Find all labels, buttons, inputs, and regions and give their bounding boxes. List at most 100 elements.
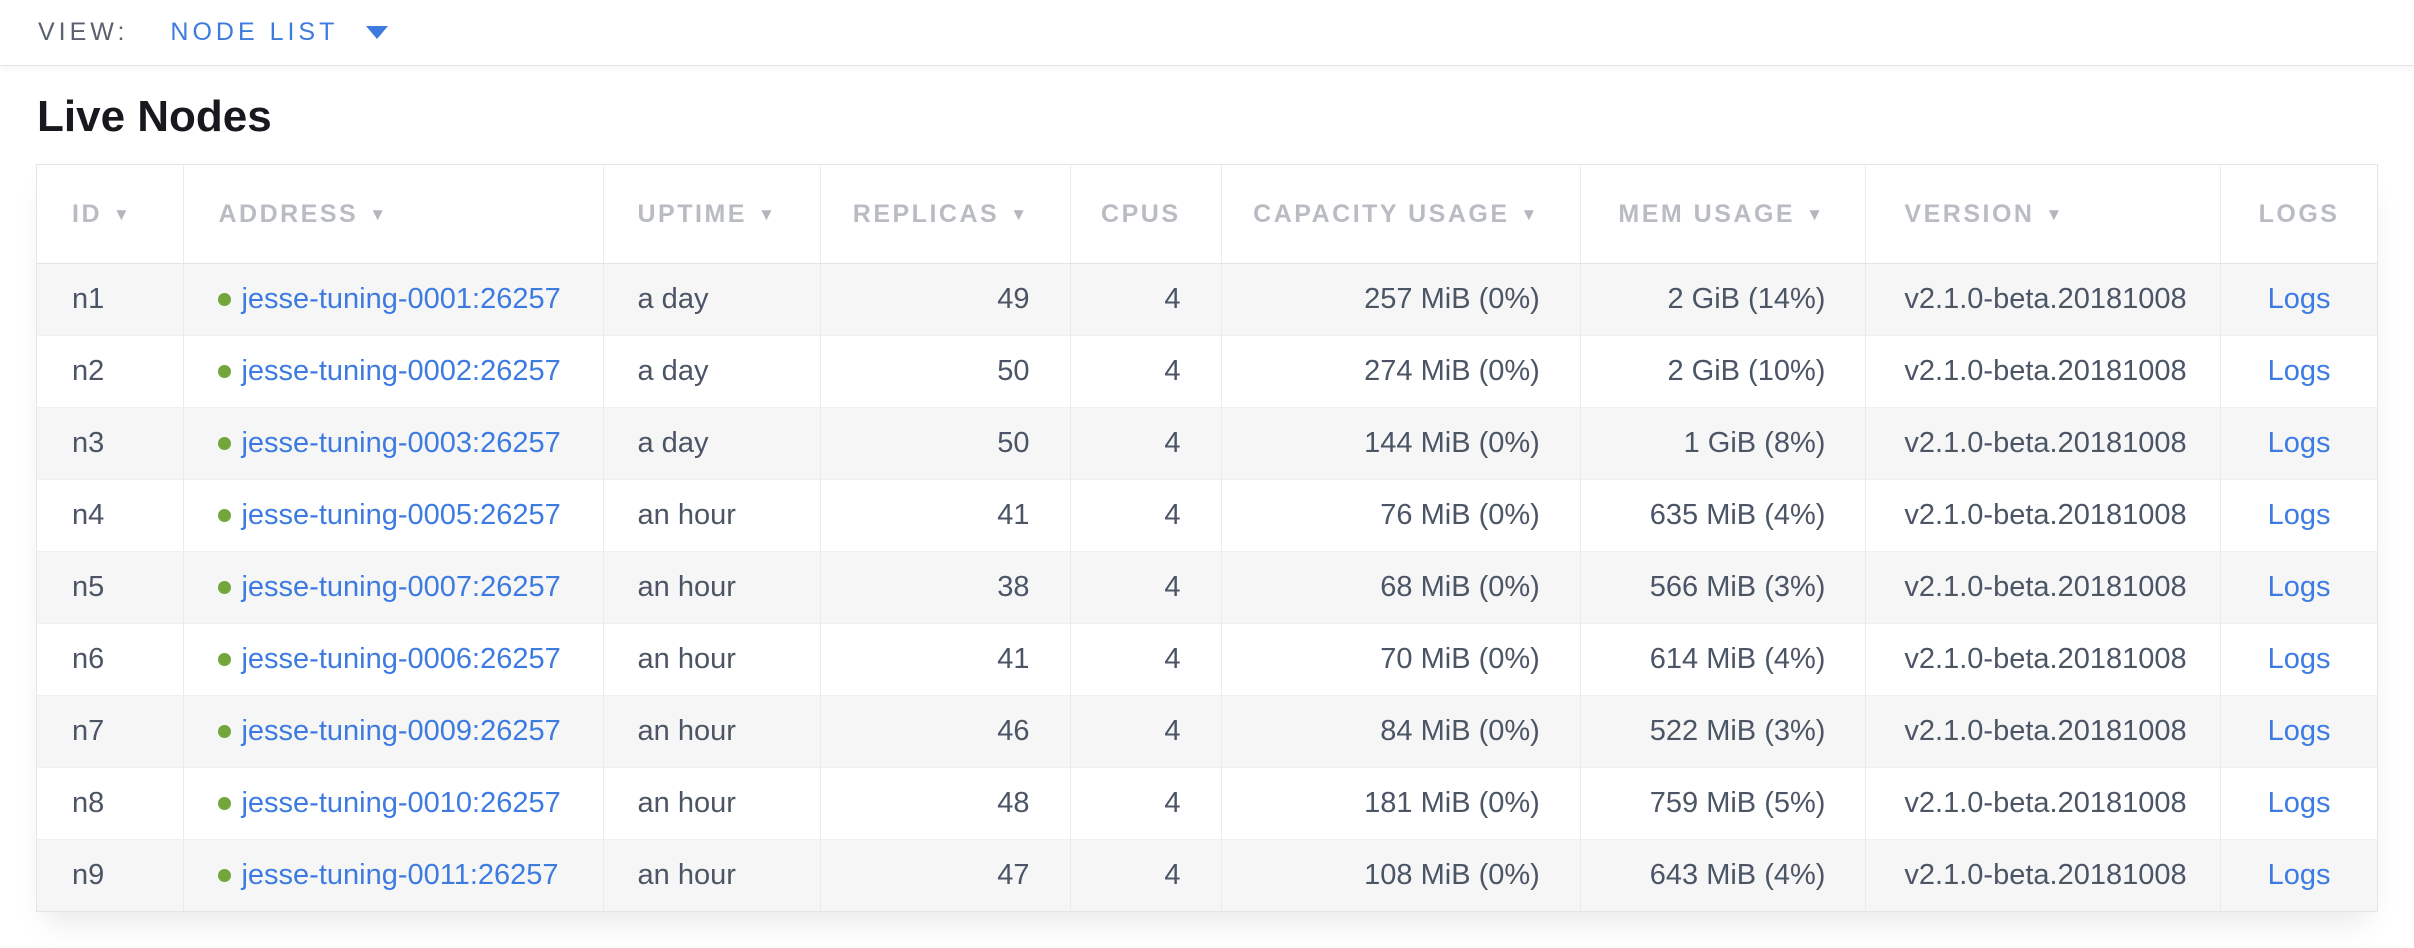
- column-header-label: UPTIME: [637, 199, 747, 228]
- cell-uptime: an hour: [603, 839, 822, 912]
- cell-cpus: 4: [1070, 335, 1222, 408]
- cell-replicas: 50: [820, 335, 1071, 408]
- column-header-replicas[interactable]: REPLICAS ▼: [820, 164, 1071, 264]
- cell-logs: Logs: [2220, 839, 2378, 912]
- cell-replicas: 41: [820, 479, 1071, 552]
- table-row: n9 jesse-tuning-0011:26257 an hour 47 4 108 M…: [36, 839, 2378, 912]
- cell-version: v2.1.0-beta.20181008: [1865, 623, 2222, 696]
- column-header-label: MEM USAGE: [1618, 199, 1796, 228]
- logs-link[interactable]: Logs: [2267, 715, 2331, 747]
- live-status-dot-icon: [218, 797, 232, 810]
- sort-desc-icon: ▼: [2045, 204, 2065, 224]
- column-header-id[interactable]: ID ▼: [36, 164, 185, 264]
- column-header-address[interactable]: ADDRESS ▼: [183, 164, 604, 264]
- cell-version: v2.1.0-beta.20181008: [1865, 695, 2222, 768]
- cell-version: v2.1.0-beta.20181008: [1865, 551, 2222, 624]
- cell-id: n8: [36, 767, 185, 840]
- address-link[interactable]: jesse-tuning-0003:26257: [241, 427, 561, 459]
- sort-desc-icon: ▼: [369, 204, 389, 224]
- cell-address: jesse-tuning-0005:26257: [183, 479, 604, 552]
- live-nodes-table-body: n1 jesse-tuning-0001:26257 a day 49 4 257 MiB…: [36, 263, 2378, 912]
- logs-link[interactable]: Logs: [2267, 571, 2331, 603]
- cell-logs: Logs: [2220, 551, 2378, 624]
- table-row: n6 jesse-tuning-0006:26257 an hour 41 4 70 Mi…: [36, 623, 2378, 696]
- table-row: n3 jesse-tuning-0003:26257 a day 50 4 144 MiB…: [36, 407, 2378, 480]
- address-link[interactable]: jesse-tuning-0010:26257: [241, 787, 561, 819]
- column-header-label: CPUS: [1101, 199, 1181, 228]
- logs-link[interactable]: Logs: [2267, 427, 2331, 459]
- logs-link[interactable]: Logs: [2267, 283, 2331, 315]
- sort-desc-icon: ▼: [1806, 204, 1826, 224]
- cell-replicas: 38: [820, 551, 1071, 624]
- sort-desc-icon: ▼: [1520, 204, 1540, 224]
- cell-replicas: 49: [820, 263, 1071, 336]
- cell-uptime: a day: [603, 335, 822, 408]
- address-link[interactable]: jesse-tuning-0002:26257: [241, 355, 561, 387]
- column-header-mem[interactable]: MEM USAGE ▼: [1580, 164, 1867, 264]
- cell-mem: 566 MiB (3%): [1580, 551, 1867, 624]
- logs-link[interactable]: Logs: [2267, 499, 2331, 531]
- cell-version: v2.1.0-beta.20181008: [1865, 263, 2222, 336]
- live-status-dot-icon: [218, 293, 232, 306]
- cell-capacity: 68 MiB (0%): [1221, 551, 1581, 624]
- cell-cpus: 4: [1070, 407, 1222, 480]
- cell-uptime: an hour: [603, 767, 822, 840]
- cell-capacity: 84 MiB (0%): [1221, 695, 1581, 768]
- table-row: n1 jesse-tuning-0001:26257 a day 49 4 257 MiB…: [36, 263, 2378, 336]
- header-row: ID ▼ ADDRESS ▼ UPTIME ▼ REPLICAS ▼ CPUS CAPACITY …: [36, 164, 2378, 264]
- address-link[interactable]: jesse-tuning-0007:26257: [241, 571, 561, 603]
- cell-logs: Logs: [2220, 479, 2378, 552]
- cell-version: v2.1.0-beta.20181008: [1865, 335, 2222, 408]
- address-link[interactable]: jesse-tuning-0005:26257: [241, 499, 561, 531]
- logs-link[interactable]: Logs: [2267, 859, 2331, 891]
- cell-logs: Logs: [2220, 407, 2378, 480]
- address-link[interactable]: jesse-tuning-0011:26257: [241, 859, 559, 891]
- logs-link[interactable]: Logs: [2267, 787, 2331, 819]
- live-status-dot-icon: [218, 725, 232, 738]
- cell-replicas: 48: [820, 767, 1071, 840]
- live-nodes-section: ID ▼ ADDRESS ▼ UPTIME ▼ REPLICAS ▼ CPUS CAPACITY …: [36, 164, 2378, 912]
- table-row: n8 jesse-tuning-0010:26257 an hour 48 4 181 M…: [36, 767, 2378, 840]
- logs-link[interactable]: Logs: [2267, 355, 2331, 387]
- cell-cpus: 4: [1070, 479, 1222, 552]
- address-link[interactable]: jesse-tuning-0001:26257: [241, 283, 561, 315]
- column-header-uptime[interactable]: UPTIME ▼: [603, 164, 822, 264]
- cell-capacity: 144 MiB (0%): [1221, 407, 1581, 480]
- cell-mem: 2 GiB (10%): [1580, 335, 1867, 408]
- cell-uptime: a day: [603, 263, 822, 336]
- cell-mem: 614 MiB (4%): [1580, 623, 1867, 696]
- cell-address: jesse-tuning-0006:26257: [183, 623, 604, 696]
- table-row: n2 jesse-tuning-0002:26257 a day 50 4 274 MiB…: [36, 335, 2378, 408]
- cell-capacity: 76 MiB (0%): [1221, 479, 1581, 552]
- cell-capacity: 257 MiB (0%): [1221, 263, 1581, 336]
- view-bar: VIEW: NODE LIST: [0, 0, 2414, 66]
- view-selector-dropdown[interactable]: NODE LIST: [170, 18, 389, 47]
- cell-id: n7: [36, 695, 185, 768]
- cell-uptime: an hour: [603, 479, 822, 552]
- cell-address: jesse-tuning-0009:26257: [183, 695, 604, 768]
- logs-link[interactable]: Logs: [2267, 643, 2331, 675]
- address-link[interactable]: jesse-tuning-0009:26257: [241, 715, 561, 747]
- sort-desc-icon: ▼: [757, 204, 778, 224]
- page-title: Live Nodes: [37, 92, 272, 141]
- cell-version: v2.1.0-beta.20181008: [1865, 767, 2222, 840]
- cell-id: n9: [36, 839, 185, 912]
- cell-logs: Logs: [2220, 263, 2378, 336]
- address-link[interactable]: jesse-tuning-0006:26257: [241, 643, 561, 675]
- column-header-version[interactable]: VERSION ▼: [1865, 164, 2222, 264]
- column-header-label: ID: [72, 199, 102, 228]
- sort-desc-icon: ▼: [1010, 204, 1030, 224]
- column-header-label: REPLICAS: [852, 199, 1000, 228]
- cell-mem: 522 MiB (3%): [1580, 695, 1867, 768]
- cell-mem: 2 GiB (14%): [1580, 263, 1867, 336]
- cell-address: jesse-tuning-0003:26257: [183, 407, 604, 480]
- table-row: n7 jesse-tuning-0009:26257 an hour 46 4 84 Mi…: [36, 695, 2378, 768]
- cell-cpus: 4: [1070, 263, 1222, 336]
- cell-address: jesse-tuning-0001:26257: [183, 263, 604, 336]
- column-header-capacity[interactable]: CAPACITY USAGE ▼: [1221, 164, 1581, 264]
- cell-mem: 643 MiB (4%): [1580, 839, 1867, 912]
- cell-replicas: 41: [820, 623, 1071, 696]
- live-status-dot-icon: [218, 509, 232, 522]
- live-nodes-table: ID ▼ ADDRESS ▼ UPTIME ▼ REPLICAS ▼ CPUS CAPACITY …: [36, 164, 2378, 912]
- cell-version: v2.1.0-beta.20181008: [1865, 839, 2222, 912]
